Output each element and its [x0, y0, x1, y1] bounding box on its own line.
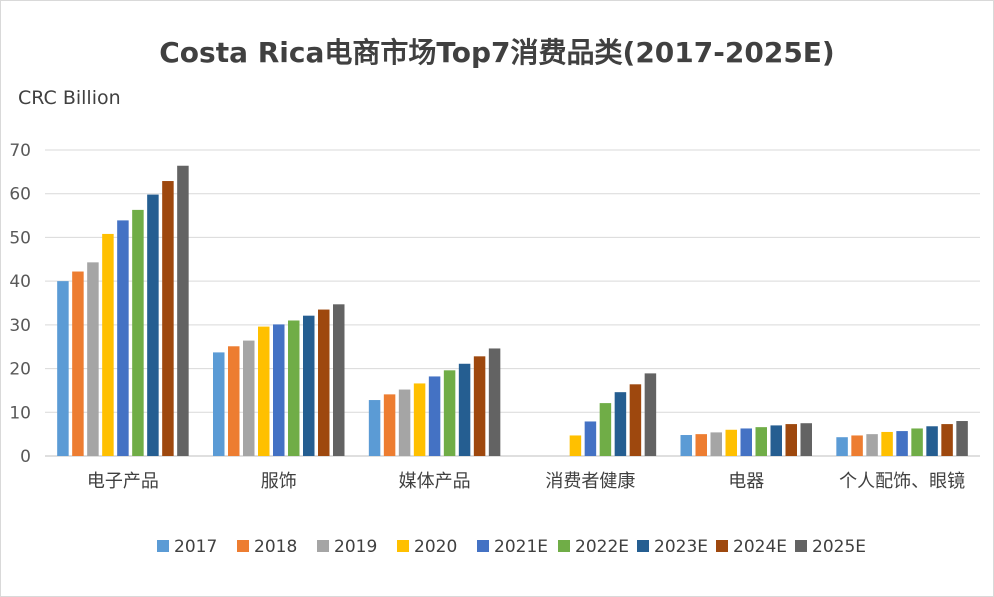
bar: [911, 428, 923, 456]
legend-label: 2023E: [654, 537, 708, 557]
bar: [303, 315, 315, 456]
legend-swatch: [237, 540, 249, 552]
legend-label: 2019: [334, 537, 377, 557]
bar: [87, 262, 99, 456]
bar: [368, 400, 381, 456]
bar: [428, 376, 441, 456]
x-tick-labels: 电子产品 服饰 媒体产品 消费者健康 电器 个人配饰、眼镜: [87, 471, 965, 492]
legend-swatch: [558, 540, 570, 552]
legend-label: 2025E: [812, 537, 866, 557]
x-tick-label: 电器: [728, 471, 764, 492]
bar: [132, 209, 144, 456]
y-tick-label: 10: [9, 403, 31, 423]
legend-swatch: [397, 540, 409, 552]
legend-label: 2018: [254, 537, 297, 557]
legend-label: 2020: [414, 537, 457, 557]
legend-label: 2024E: [733, 537, 787, 557]
bar: [147, 194, 159, 457]
legend-swatch: [157, 540, 169, 552]
y-tick-label: 0: [20, 447, 31, 467]
legend-swatch: [317, 540, 329, 552]
bar: [333, 304, 345, 456]
bar: [866, 434, 878, 456]
bar: [629, 384, 642, 456]
bar: [258, 326, 270, 456]
bar: [725, 429, 737, 456]
x-tick-label: 消费者健康: [545, 471, 635, 492]
bar: [695, 434, 707, 456]
legend-swatch: [637, 540, 649, 552]
bar: [740, 428, 752, 456]
legend-label: 2022E: [575, 537, 629, 557]
bar: [117, 220, 129, 456]
bar: [458, 363, 471, 456]
y-tick-label: 50: [9, 228, 31, 248]
bar: [770, 425, 782, 456]
bar: [785, 424, 797, 456]
bar: [896, 431, 908, 456]
bar: [177, 165, 189, 457]
bar: [383, 394, 396, 456]
bar: [488, 348, 501, 456]
bar: [318, 309, 330, 456]
x-tick-label: 媒体产品: [399, 471, 471, 492]
bar: [398, 389, 411, 456]
bar: [680, 435, 692, 456]
bar: [102, 233, 114, 456]
y-tick-label: 70: [9, 141, 31, 161]
bars: [57, 165, 968, 457]
x-tick-label: 电子产品: [87, 471, 159, 492]
legend-swatch: [477, 540, 489, 552]
legend-label: 2017: [174, 537, 217, 557]
bar: [569, 435, 582, 456]
legend: 2017 2018 2019 2020 2021E 2022E 2023E 2024E 2025…: [157, 537, 866, 557]
bar: [57, 281, 69, 456]
bar: [926, 426, 938, 456]
legend-swatch: [795, 540, 807, 552]
bar: [755, 427, 767, 456]
bar: [72, 271, 84, 456]
y-tick-label: 20: [9, 360, 31, 380]
legend-swatch: [716, 540, 728, 552]
bar: [941, 424, 953, 456]
gridlines: [45, 149, 980, 457]
bar: [644, 373, 657, 456]
chart-title: Costa Rica电商市场Top7消费品类(2017-2025E): [159, 36, 834, 69]
bar: [956, 421, 968, 456]
bar: [228, 346, 240, 456]
y-tick-labels: 0 10 20 30 40 50 60 70: [9, 141, 31, 467]
bar: [836, 437, 848, 456]
bar: [800, 423, 812, 456]
x-tick-label: 服饰: [261, 471, 297, 492]
y-tick-label: 60: [9, 185, 31, 205]
bar: [413, 383, 426, 456]
bar: [473, 356, 486, 456]
bar: [599, 403, 612, 456]
bar: [584, 421, 597, 456]
bar: [213, 352, 225, 456]
legend-label: 2021E: [494, 537, 548, 557]
bar: [273, 324, 285, 456]
bar: [443, 370, 456, 456]
y-tick-label: 40: [9, 272, 31, 292]
y-tick-label: 30: [9, 316, 31, 336]
bar: [243, 340, 255, 456]
bar: [162, 181, 174, 456]
bar: [710, 432, 722, 456]
bar: [614, 392, 627, 456]
bar: [881, 431, 893, 456]
y-axis-label: CRC Billion: [18, 87, 121, 109]
x-tick-label: 个人配饰、眼镜: [839, 471, 965, 492]
bar: [851, 435, 863, 456]
bar: [288, 320, 300, 456]
